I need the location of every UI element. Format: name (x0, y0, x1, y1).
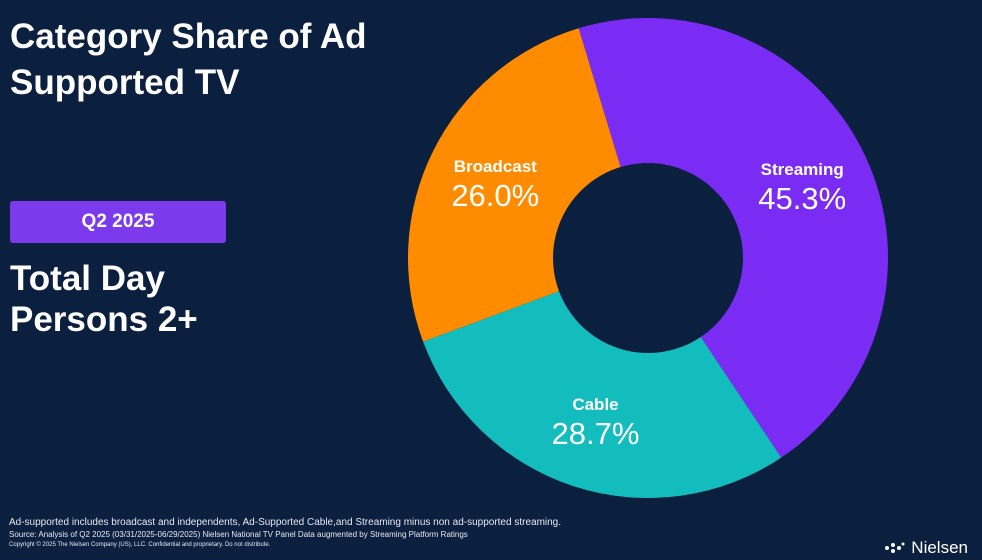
footnotes: Ad-supported includes broadcast and inde… (9, 516, 869, 551)
footnote-copyright: Copyright © 2025 The Nielsen Company (US… (9, 542, 271, 548)
logo-text: Nielsen (911, 538, 968, 557)
chart-title-line2: Supported TV (10, 63, 240, 102)
footnote-source: Source: Analysis of Q2 2025 (03/31/2025-… (9, 530, 468, 539)
slice-cable (423, 291, 782, 498)
footnote-definition: Ad-supported includes broadcast and inde… (9, 517, 562, 528)
slice-value-broadcast: 26.0% (451, 178, 539, 213)
subtitle-line2: Persons 2+ (10, 300, 198, 339)
slice-label-broadcast: Broadcast (454, 157, 537, 176)
donut-labels: Streaming 45.3% Cable 28.7% Broadcast 26.0% (451, 157, 846, 451)
subtitle-line1: Total Day (10, 259, 165, 298)
slice-label-cable: Cable (572, 395, 618, 414)
nielsen-dots-icon (885, 542, 905, 553)
chart-title: Category Share of Ad Supported TV (10, 14, 430, 106)
chart-title-line1: Category Share of Ad (10, 17, 367, 56)
nielsen-logo: Nielsen (884, 538, 968, 558)
slice-value-cable: 28.7% (552, 416, 640, 451)
slice-streaming (578, 17, 889, 458)
chart-subtitle: Total Day Persons 2+ (10, 258, 370, 340)
slice-broadcast (408, 28, 621, 342)
slice-value-streaming: 45.3% (758, 181, 846, 216)
slice-label-streaming: Streaming (761, 160, 844, 179)
period-badge: Q2 2025 (10, 201, 226, 243)
donut-slices (408, 17, 889, 498)
